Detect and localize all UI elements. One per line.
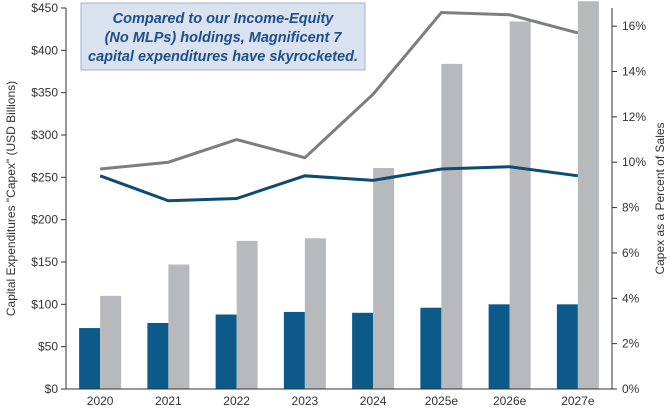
left-axis-title: Capital Expenditures "Capex" (USD Billio…: [4, 81, 18, 316]
right-axis-title: Capex as a Percent of Sales: [653, 122, 667, 274]
bar-dark-2020: [79, 328, 101, 389]
x-tick-label: 2027e: [561, 394, 595, 408]
lines-layer: [99, 11, 579, 203]
right-tick-label: 14%: [622, 65, 646, 79]
left-tick-label: $100: [31, 297, 58, 311]
annotation-line: (No MLPs) holdings, Magnificent 7: [105, 30, 343, 46]
bar-dark-2026e: [488, 304, 510, 389]
right-tick-label: 0%: [622, 382, 640, 396]
annotation-line: capital expenditures have skyrocketed.: [88, 49, 358, 65]
bar-gray-2020: [100, 295, 122, 389]
left-tick-label: $450: [31, 1, 58, 15]
bar-gray-2021: [168, 264, 190, 389]
bar-dark-2024: [352, 312, 374, 389]
bar-dark-2021: [147, 322, 169, 389]
bar-dark-2025e: [420, 307, 442, 389]
bar-dark-2022: [215, 314, 237, 389]
annotation-line: Compared to our Income-Equity: [113, 11, 335, 27]
right-tick-label: 4%: [622, 291, 640, 305]
bar-gray-2026e: [509, 21, 531, 390]
left-tick-label: $400: [31, 43, 58, 57]
x-tick-label: 2022: [223, 394, 250, 408]
right-tick-label: 16%: [622, 19, 646, 33]
left-tick-label: $50: [38, 340, 58, 354]
bar-dark-2027e: [556, 304, 578, 389]
left-tick-label: $200: [31, 213, 58, 227]
x-tick-label: 2025e: [425, 394, 459, 408]
x-tick-label: 2026e: [493, 394, 527, 408]
bar-gray-2024: [373, 168, 395, 389]
x-tick-label: 2024: [360, 394, 387, 408]
right-tick-label: 10%: [622, 155, 646, 169]
axes-layer: $0 $50 $100 $150 $200 $250 $300 $350 $400 $450 0% 2…: [4, 1, 667, 408]
left-tick-label: $0: [45, 382, 59, 396]
bar-dark-2023: [283, 311, 305, 389]
line-series-navy: [99, 165, 579, 203]
x-tick-label: 2021: [155, 394, 182, 408]
x-tick-label: 2020: [87, 394, 114, 408]
right-tick-label: 8%: [622, 201, 640, 215]
bar-gray-2022: [236, 240, 258, 389]
right-tick-label: 2%: [622, 337, 640, 351]
right-tick-label: 6%: [622, 246, 640, 260]
left-tick-label: $350: [31, 86, 58, 100]
bar-gray-2027e: [577, 1, 599, 390]
line-series-gray: [99, 11, 579, 171]
annotation-background: [80, 2, 366, 71]
x-tick-label: 2023: [292, 394, 319, 408]
right-tick-label: 12%: [622, 110, 646, 124]
bar-gray-2023: [304, 238, 326, 389]
left-tick-label: $150: [31, 255, 58, 269]
left-tick-label: $300: [31, 128, 58, 142]
bars-layer: [79, 1, 599, 390]
bar-gray-2025e: [441, 63, 463, 389]
annotation-box: Compared to our Income-Equity (No MLPs) h…: [80, 2, 366, 71]
left-tick-label: $250: [31, 170, 58, 184]
